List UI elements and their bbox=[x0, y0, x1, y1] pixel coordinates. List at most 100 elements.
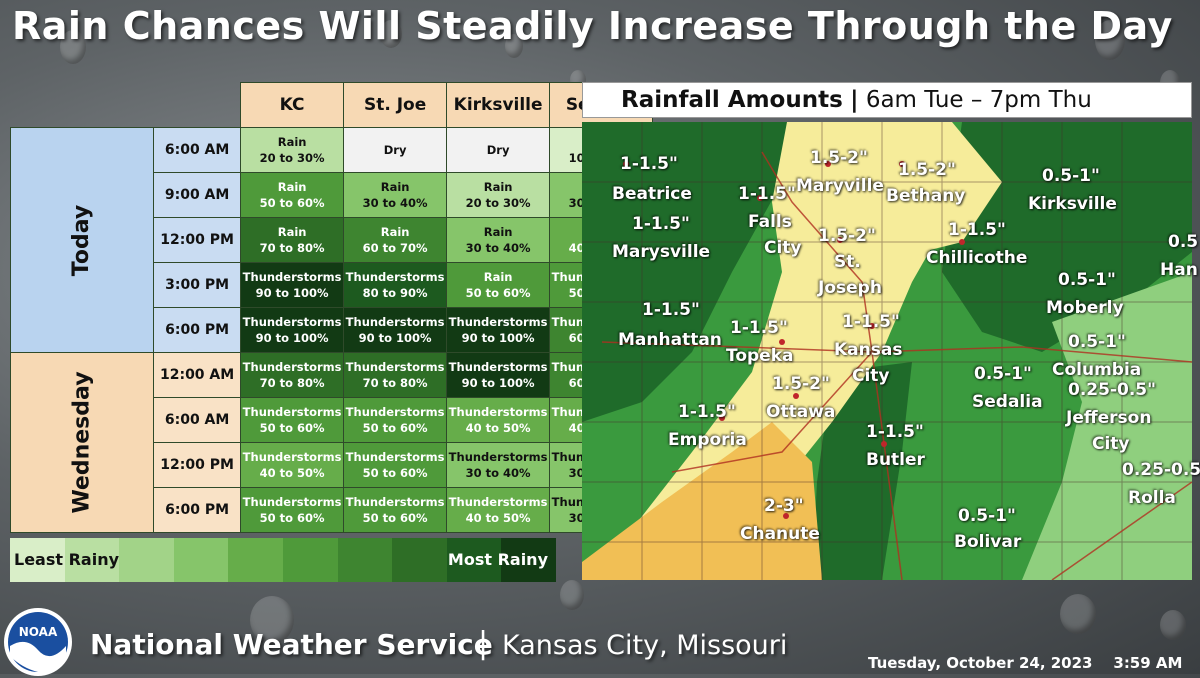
chance-cell-kirksville: Dry bbox=[446, 127, 551, 173]
map-label: St. bbox=[834, 252, 861, 272]
chance-range: 30 to 40% bbox=[465, 241, 531, 255]
day-label-wednesday: Wednesday bbox=[9, 352, 155, 533]
map-label: Maryville bbox=[796, 176, 884, 196]
chance-type: Thunderstorms bbox=[345, 360, 445, 374]
chance-type: Thunderstorms bbox=[448, 405, 548, 419]
map-zone-light-green-east bbox=[1022, 272, 1192, 580]
chance-type: Thunderstorms bbox=[242, 270, 342, 284]
map-header: Rainfall Amounts | 6am Tue – 7pm Thu bbox=[582, 82, 1192, 118]
map-label: Ottawa bbox=[766, 402, 836, 422]
map-header-period: 6am Tue – 7pm Thu bbox=[865, 87, 1092, 113]
chance-range: 50 to 60% bbox=[259, 511, 325, 525]
legend-swatch bbox=[119, 538, 174, 582]
chance-cell-kirksville: Rain 30 to 40% bbox=[446, 217, 551, 263]
chance-cell-st-joe: Rain 60 to 70% bbox=[343, 217, 448, 263]
chance-cell-st-joe: Dry bbox=[343, 127, 448, 173]
map-label: Rolla bbox=[1128, 488, 1176, 508]
chance-type: Thunderstorms bbox=[448, 450, 548, 464]
chance-cell-kirksville: Thunderstorms 90 to 100% bbox=[446, 307, 551, 353]
chance-type: Rain bbox=[483, 225, 513, 239]
map-label: Marysville bbox=[612, 242, 711, 262]
chance-range: 20 to 30% bbox=[465, 196, 531, 210]
table-row: 6:00 PM Thunderstorms 50 to 60% Thunderstor… bbox=[11, 487, 654, 533]
map-label: Moberly bbox=[1046, 298, 1124, 318]
chance-type: Dry bbox=[383, 143, 407, 157]
map-label: Joseph bbox=[818, 278, 882, 298]
map-label: Butler bbox=[866, 450, 925, 470]
legend-swatch bbox=[446, 538, 502, 582]
map-label: 1.5-2" bbox=[772, 374, 830, 394]
chance-cell-kc: Rain 50 to 60% bbox=[240, 172, 345, 218]
chance-type: Thunderstorms bbox=[242, 360, 342, 374]
chance-cell-kirksville: Thunderstorms 30 to 40% bbox=[446, 442, 551, 488]
map-label: 0.5-1" bbox=[1042, 166, 1100, 186]
map-label: 0.5-1" bbox=[1058, 270, 1116, 290]
legend-swatch bbox=[501, 538, 556, 582]
chance-type: Thunderstorms bbox=[242, 405, 342, 419]
chance-cell-kc: Thunderstorms 40 to 50% bbox=[240, 442, 345, 488]
chance-type: Dry bbox=[486, 143, 510, 157]
map-zone-yellow-north bbox=[882, 122, 1002, 252]
chance-range: 90 to 100% bbox=[255, 286, 329, 300]
map-label: 1-1.5" bbox=[632, 214, 690, 234]
chance-range: 50 to 60% bbox=[362, 511, 428, 525]
map-label: 1-1.5" bbox=[738, 184, 796, 204]
map-label: 1-1.5" bbox=[620, 154, 678, 174]
legend-swatch bbox=[10, 538, 65, 582]
column-header-st-joe: St. Joe bbox=[343, 82, 448, 128]
time-label: 9:00 AM bbox=[153, 172, 242, 218]
chance-cell-st-joe: Thunderstorms 80 to 90% bbox=[343, 262, 448, 308]
map-label: Emporia bbox=[668, 430, 747, 450]
legend-swatch bbox=[337, 538, 393, 582]
chance-range: 50 to 60% bbox=[465, 286, 531, 300]
map-label: 1-1.5" bbox=[730, 318, 788, 338]
time-label: 12:00 AM bbox=[153, 352, 242, 398]
chance-range: 50 to 60% bbox=[362, 421, 428, 435]
map-label: Kansas bbox=[834, 340, 903, 360]
map-label: 1-1.5" bbox=[948, 220, 1006, 240]
map-label: Chillicothe bbox=[926, 248, 1028, 268]
chance-cell-kc: Rain 70 to 80% bbox=[240, 217, 345, 263]
map-label: Sedalia bbox=[972, 392, 1043, 412]
chance-type: Rain bbox=[277, 135, 307, 149]
chance-cell-kc: Thunderstorms 90 to 100% bbox=[240, 307, 345, 353]
map-label: 0.5-1" bbox=[1068, 332, 1126, 352]
map-label: Han bbox=[1160, 260, 1198, 280]
chance-range: 40 to 50% bbox=[259, 466, 325, 480]
chance-cell-st-joe: Thunderstorms 50 to 60% bbox=[343, 442, 448, 488]
footer-office: Kansas City, Missouri bbox=[502, 630, 788, 661]
rainfall-map-graphic bbox=[582, 122, 1193, 581]
legend-swatch bbox=[64, 538, 120, 582]
chance-type: Thunderstorms bbox=[345, 495, 445, 509]
chance-type: Thunderstorms bbox=[242, 315, 342, 329]
chance-type: Rain bbox=[277, 225, 307, 239]
map-label: 1-1.5" bbox=[866, 422, 924, 442]
map-zone-dark-green-south bbox=[812, 362, 912, 580]
chance-cell-kirksville: Rain 20 to 30% bbox=[446, 172, 551, 218]
chance-cell-kirksville: Rain 50 to 60% bbox=[446, 262, 551, 308]
time-label: 6:00 PM bbox=[153, 487, 242, 533]
time-label: 6:00 AM bbox=[153, 127, 242, 173]
legend-swatch bbox=[392, 538, 447, 582]
map-label: 1-1.5" bbox=[678, 402, 736, 422]
chance-cell-kc: Thunderstorms 70 to 80% bbox=[240, 352, 345, 398]
chance-cell-st-joe: Thunderstorms 50 to 60% bbox=[343, 397, 448, 443]
chance-cell-kc: Rain 20 to 30% bbox=[240, 127, 345, 173]
legend-swatch bbox=[282, 538, 338, 582]
map-label: Columbia bbox=[1052, 360, 1142, 380]
chance-range: 40 to 50% bbox=[465, 421, 531, 435]
chance-type: Thunderstorms bbox=[242, 495, 342, 509]
map-label: Manhattan bbox=[618, 330, 722, 350]
chance-range: 90 to 100% bbox=[358, 331, 432, 345]
chance-type: Thunderstorms bbox=[242, 450, 342, 464]
chance-cell-kc: Thunderstorms 50 to 60% bbox=[240, 487, 345, 533]
time-label: 12:00 PM bbox=[153, 217, 242, 263]
table-header-row: KC St. Joe Kirksville Sedalia bbox=[10, 82, 654, 128]
legend-swatch bbox=[173, 538, 229, 582]
footer-datetime: Tuesday, October 24, 2023 3:59 AM bbox=[868, 654, 1183, 672]
map-zone-orange bbox=[582, 422, 822, 580]
map-label: 1-1.5" bbox=[842, 312, 900, 332]
chance-type: Rain bbox=[380, 225, 410, 239]
chance-type: Thunderstorms bbox=[448, 360, 548, 374]
